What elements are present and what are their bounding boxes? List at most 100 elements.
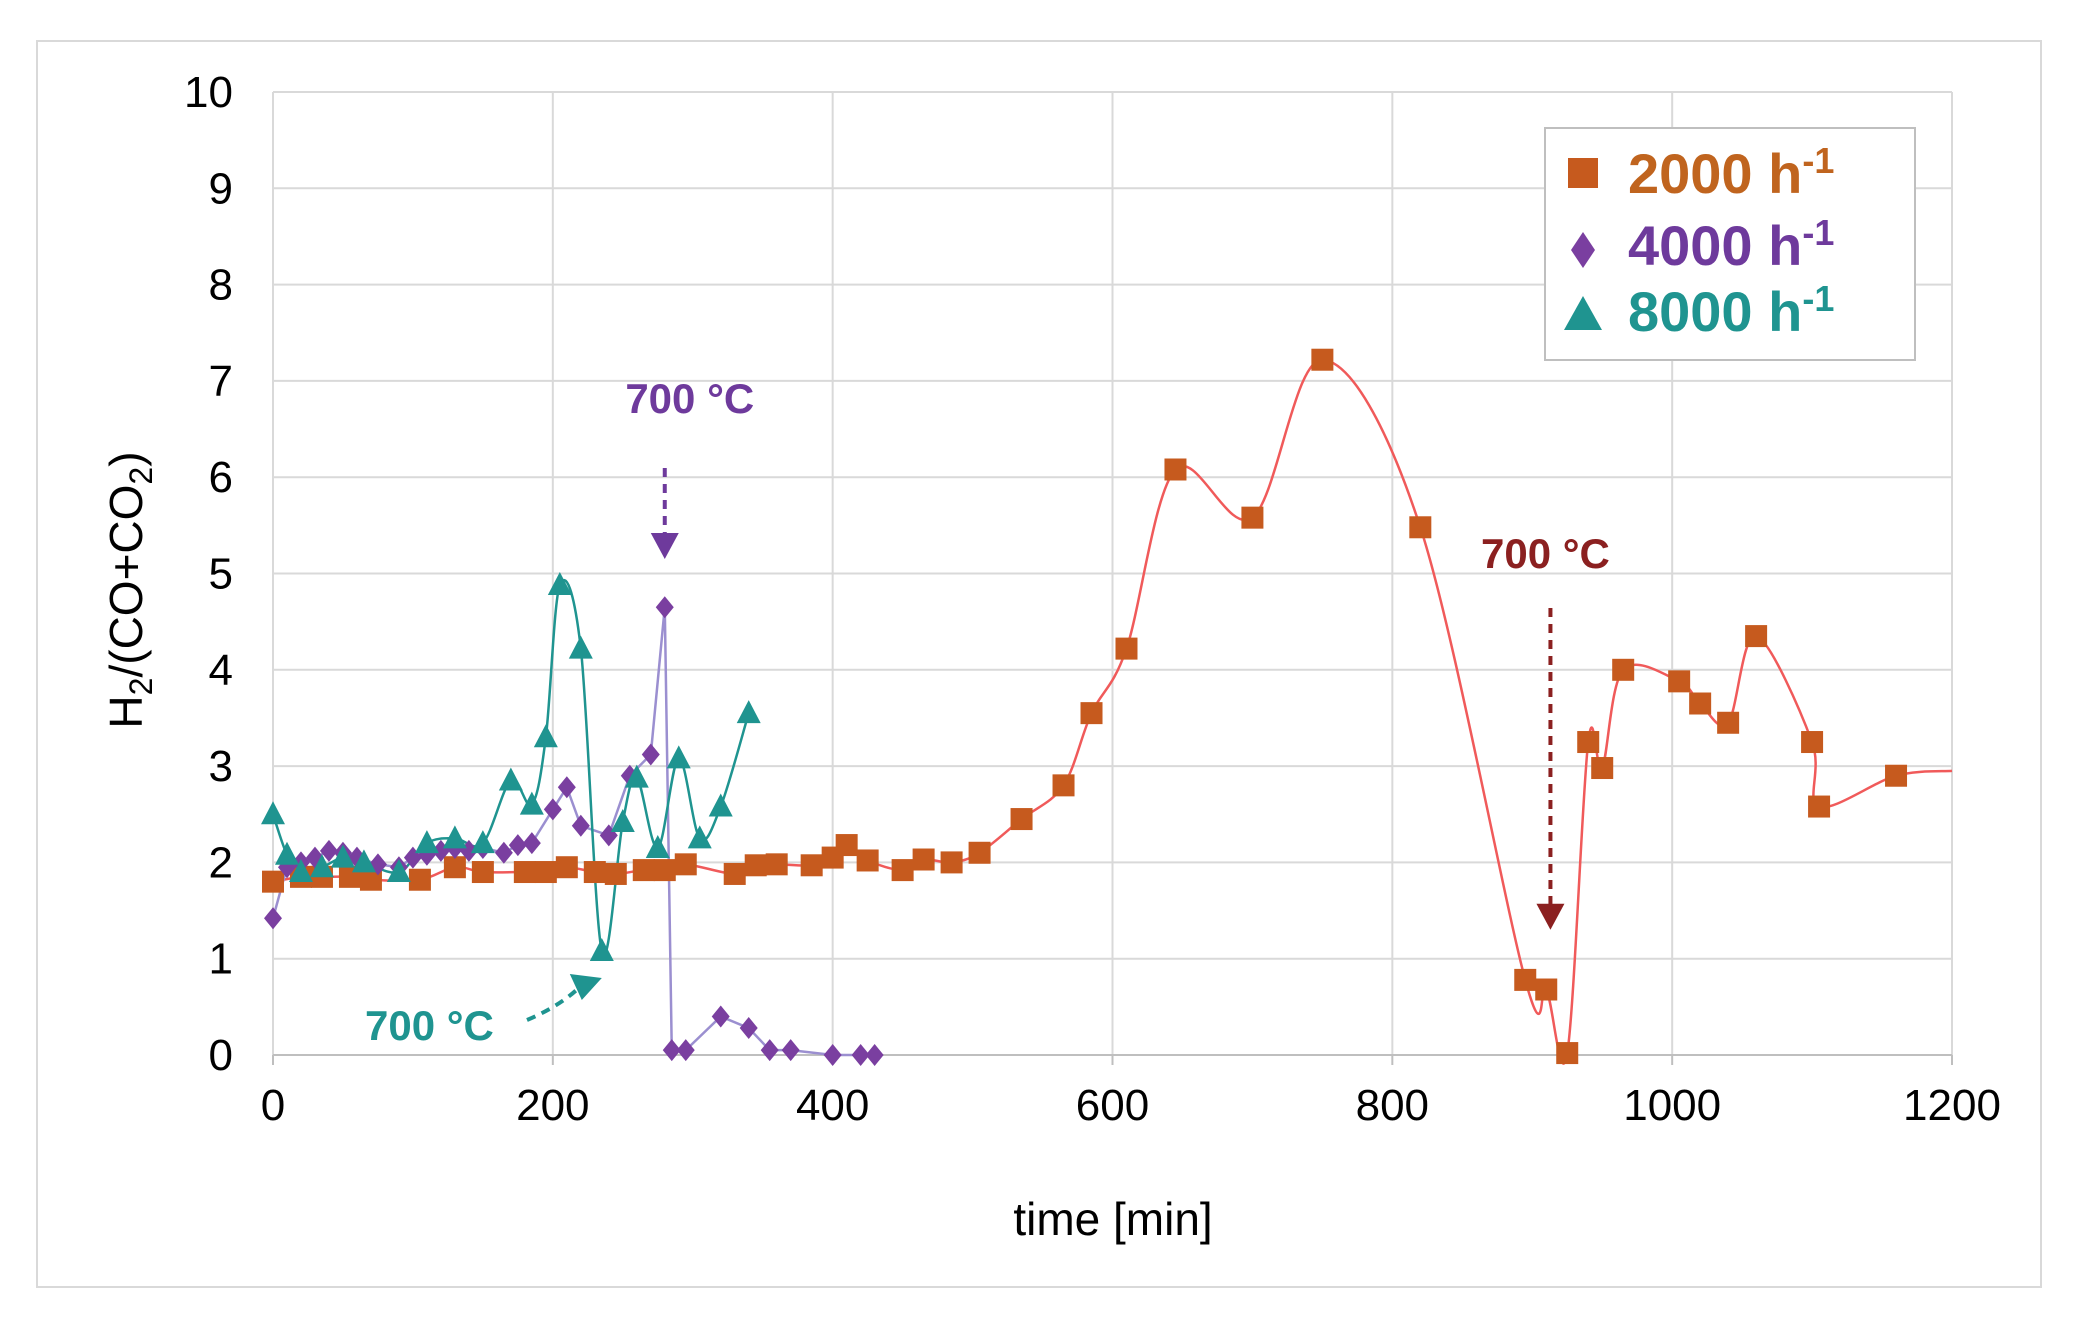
point-2000 bbox=[1612, 658, 1635, 681]
point-2000 bbox=[1409, 516, 1432, 539]
legend-label-8000: 8000 h-1 bbox=[1628, 278, 1834, 343]
y-tick-label: 0 bbox=[209, 1031, 233, 1080]
point-4000 bbox=[655, 596, 674, 619]
point-2000 bbox=[1535, 978, 1558, 1001]
point-8000 bbox=[736, 700, 761, 724]
point-8000 bbox=[610, 808, 635, 832]
y-title-sub1: 2 bbox=[123, 678, 159, 696]
point-2000 bbox=[835, 834, 858, 857]
point-8000 bbox=[519, 791, 544, 815]
point-2000 bbox=[653, 859, 676, 882]
point-4000 bbox=[739, 1017, 758, 1040]
annotation-label-1: 700 °C bbox=[1481, 530, 1610, 577]
point-8000 bbox=[330, 844, 355, 868]
x-tick-label: 400 bbox=[796, 1081, 869, 1130]
series-markers bbox=[261, 348, 1908, 1066]
point-4000 bbox=[264, 907, 282, 930]
point-2000 bbox=[1514, 968, 1537, 991]
y-title-end: ) bbox=[100, 451, 152, 466]
point-4000 bbox=[823, 1044, 842, 1066]
legend-box bbox=[1544, 127, 1916, 361]
series-line-4000 bbox=[271, 607, 875, 1057]
legend-label-4000: 4000 h-1 bbox=[1628, 212, 1834, 277]
point-2000 bbox=[744, 854, 767, 877]
point-2000 bbox=[1808, 795, 1831, 818]
point-8000 bbox=[589, 937, 614, 961]
annotation-label-0: 700 °C bbox=[625, 375, 754, 422]
point-2000 bbox=[1885, 764, 1908, 787]
x-tick-label: 600 bbox=[1076, 1081, 1149, 1130]
point-4000 bbox=[543, 798, 562, 821]
x-tick-label: 200 bbox=[516, 1081, 589, 1130]
point-4000 bbox=[662, 1039, 681, 1062]
point-2000 bbox=[1241, 506, 1264, 529]
point-2000 bbox=[1052, 774, 1075, 797]
point-2000 bbox=[1164, 458, 1187, 481]
annotation-arrowhead-0 bbox=[650, 533, 679, 560]
annotations: 700 °C 700 °C 700 °C bbox=[365, 375, 1610, 1049]
point-2000 bbox=[1668, 670, 1691, 693]
y-tick-label: 9 bbox=[209, 164, 233, 213]
point-2000 bbox=[534, 861, 557, 884]
y-title-main: H bbox=[100, 695, 152, 728]
point-4000 bbox=[319, 839, 338, 862]
point-8000 bbox=[288, 859, 313, 883]
legend-label-2000: 2000 h-1 bbox=[1628, 140, 1834, 205]
point-8000 bbox=[470, 830, 495, 854]
legend: 2000 h-1 4000 h-1 8000 h-1 bbox=[1544, 127, 1916, 361]
point-2000 bbox=[1745, 625, 1768, 648]
point-2000 bbox=[1556, 1042, 1579, 1065]
point-2000 bbox=[1115, 637, 1138, 660]
annotation-arrowhead-1 bbox=[1536, 903, 1565, 930]
point-8000 bbox=[414, 830, 439, 854]
point-2000 bbox=[940, 851, 963, 874]
point-2000 bbox=[471, 861, 494, 884]
point-2000 bbox=[1717, 711, 1740, 734]
y-tick-label: 1 bbox=[209, 935, 233, 984]
point-2000 bbox=[800, 854, 823, 877]
point-2000 bbox=[674, 853, 697, 876]
y-tick-label: 5 bbox=[209, 550, 233, 599]
y-tick-label: 7 bbox=[209, 357, 233, 406]
point-4000 bbox=[865, 1044, 884, 1066]
y-axis-title: H2/(CO+CO2) bbox=[100, 451, 159, 728]
point-2000 bbox=[856, 849, 879, 872]
x-tick-label: 1000 bbox=[1623, 1081, 1721, 1130]
point-4000 bbox=[851, 1044, 870, 1066]
point-2000 bbox=[891, 859, 914, 882]
point-2000 bbox=[765, 853, 788, 876]
point-2000 bbox=[1311, 348, 1334, 371]
point-8000 bbox=[547, 572, 572, 596]
y-tick-label: 6 bbox=[209, 453, 233, 502]
x-axis-title: time [min] bbox=[1013, 1193, 1212, 1245]
x-tick-label: 1200 bbox=[1903, 1081, 2001, 1130]
annotation-arrowhead-2 bbox=[569, 973, 602, 1000]
point-2000 bbox=[443, 856, 466, 879]
point-8000 bbox=[533, 724, 558, 748]
point-4000 bbox=[641, 743, 660, 766]
point-4000 bbox=[522, 832, 541, 855]
legend-marker-8000 bbox=[1564, 296, 1602, 330]
y-title-mid: /(CO+CO bbox=[100, 485, 152, 678]
point-4000 bbox=[571, 814, 590, 837]
point-2000 bbox=[513, 861, 536, 884]
point-8000 bbox=[309, 854, 334, 878]
point-2000 bbox=[583, 861, 606, 884]
point-8000 bbox=[645, 834, 670, 858]
point-2000 bbox=[968, 841, 991, 864]
point-4000 bbox=[557, 776, 576, 799]
point-8000 bbox=[274, 841, 299, 865]
point-8000 bbox=[498, 767, 523, 791]
point-2000 bbox=[408, 868, 431, 891]
point-8000 bbox=[351, 849, 376, 873]
point-2000 bbox=[1577, 731, 1600, 754]
y-tick-label: 4 bbox=[209, 646, 233, 695]
annotation-label-2: 700 °C bbox=[365, 1002, 494, 1049]
point-8000 bbox=[442, 825, 467, 849]
annotation-arrow-line-2 bbox=[526, 985, 582, 1022]
point-8000 bbox=[687, 825, 712, 849]
point-4000 bbox=[494, 841, 513, 864]
point-8000 bbox=[666, 745, 691, 769]
point-2000 bbox=[604, 862, 627, 885]
point-2000 bbox=[1010, 808, 1033, 831]
